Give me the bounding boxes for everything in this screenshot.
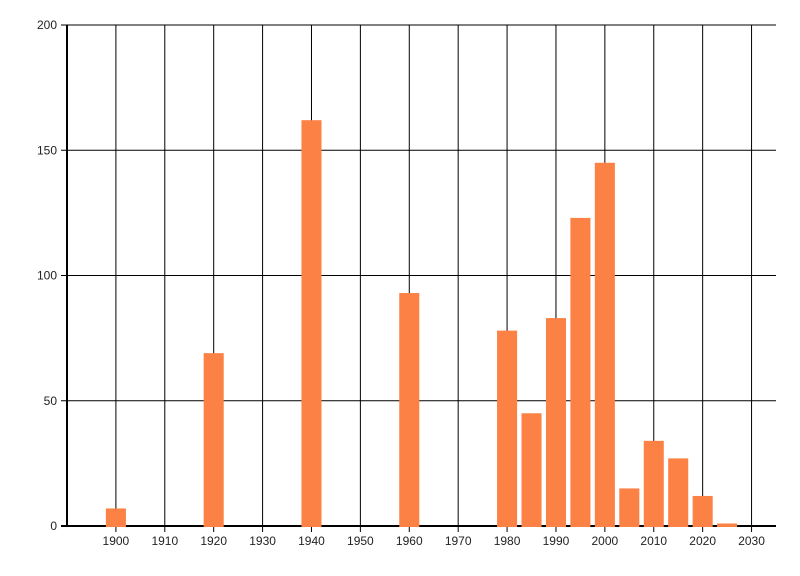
x-tick-label: 1930 [249, 534, 276, 548]
x-tick-label: 2010 [640, 534, 667, 548]
bar [692, 495, 713, 527]
bar [203, 353, 224, 527]
x-tick-label: 2030 [738, 534, 765, 548]
x-tick-label: 1920 [200, 534, 227, 548]
bar [594, 162, 615, 527]
y-tick-label: 50 [44, 394, 58, 408]
x-tick-label: 1940 [298, 534, 325, 548]
x-tick-label: 1960 [396, 534, 423, 548]
bar [619, 488, 640, 527]
x-tick-label: 1910 [151, 534, 178, 548]
y-tick-label: 0 [50, 519, 57, 533]
y-tick-label: 150 [37, 143, 57, 157]
bar [301, 120, 322, 527]
x-tick-label: 1970 [445, 534, 472, 548]
bar [521, 413, 542, 527]
bar [545, 318, 566, 527]
x-axis-tick-labels: 1900 1910 1920 1930 1940 1950 1960 1970 1980 1990… [103, 534, 766, 548]
x-tick-label: 2020 [689, 534, 716, 548]
y-tick-label: 100 [37, 269, 57, 283]
x-tick-label: 1900 [103, 534, 130, 548]
bar [497, 330, 518, 527]
bar [717, 523, 738, 527]
x-tick-label: 1990 [543, 534, 570, 548]
bar [668, 458, 689, 527]
y-axis-tick-labels: 0 50 100 150 200 [37, 18, 57, 533]
bar [643, 440, 664, 527]
bar [570, 217, 591, 527]
bar [105, 508, 126, 527]
x-tick-label: 1950 [347, 534, 374, 548]
bar-series [105, 120, 738, 527]
x-tick-label: 1980 [494, 534, 521, 548]
x-tick-label: 2000 [592, 534, 619, 548]
bar [399, 293, 420, 527]
y-tick-label: 200 [37, 18, 57, 32]
